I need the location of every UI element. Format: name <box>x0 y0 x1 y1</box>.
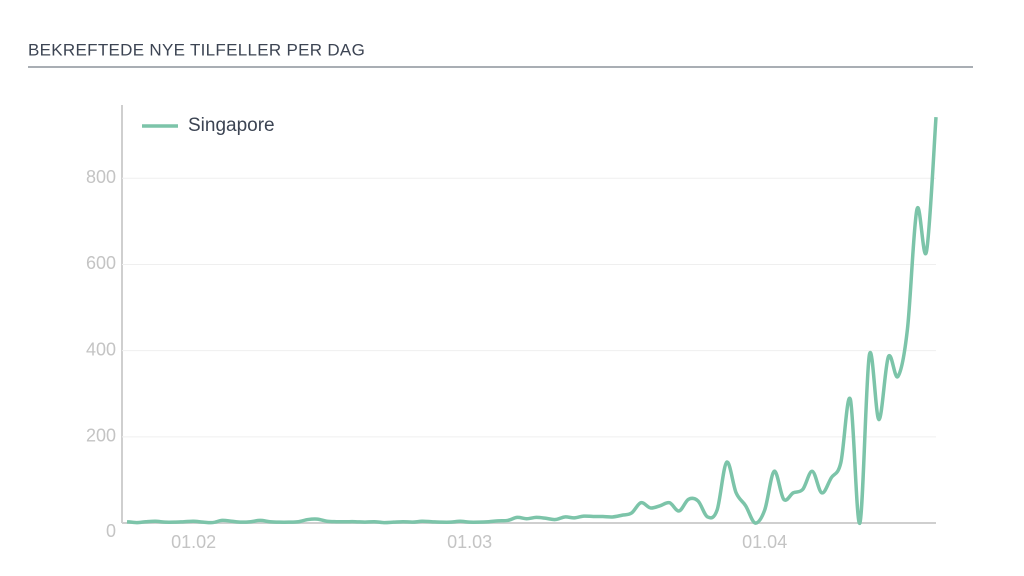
y-tick-label: 600 <box>86 253 116 273</box>
y-tick-label: 200 <box>86 426 116 446</box>
x-tick-label: 01.04 <box>742 532 787 552</box>
x-tick-label: 01.02 <box>171 532 216 552</box>
y-tick-label: 400 <box>86 339 116 359</box>
legend-label: Singapore <box>188 115 275 136</box>
y-tick-label: 0 <box>106 521 116 541</box>
y-tick-label: 800 <box>86 167 116 187</box>
chart-title: BEKREFTEDE NYE TILFELLER PER DAG <box>28 40 365 59</box>
x-tick-label: 01.03 <box>447 532 492 552</box>
data-line <box>126 116 938 525</box>
